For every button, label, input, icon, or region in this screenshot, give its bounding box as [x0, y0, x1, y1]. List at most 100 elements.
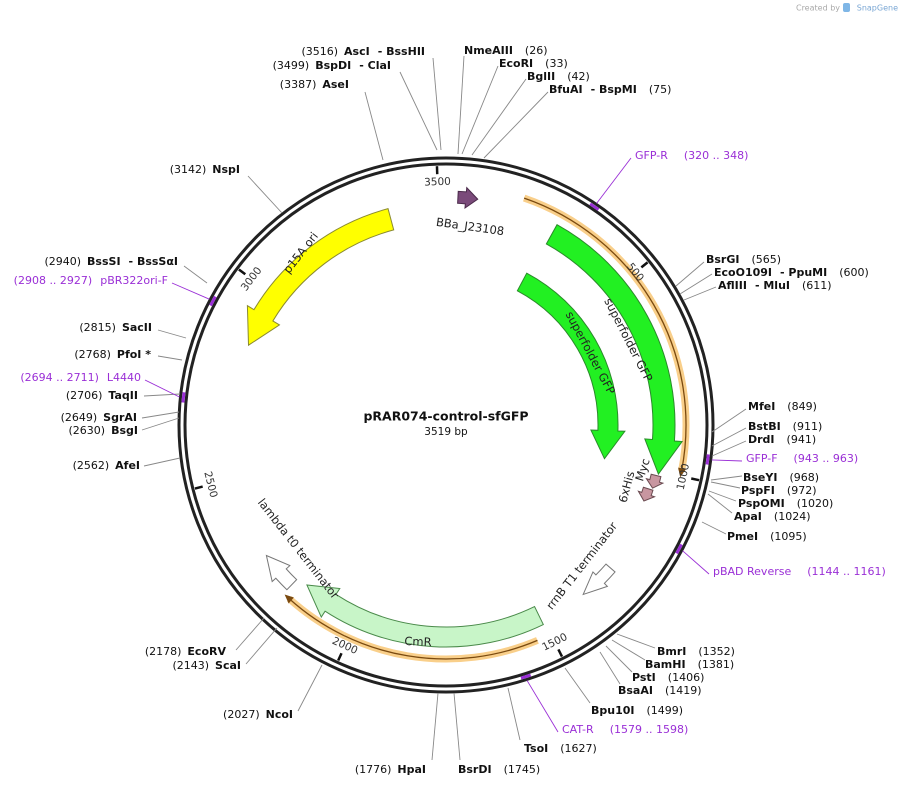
enzyme-leader [708, 490, 737, 502]
primer-site [675, 543, 683, 555]
enzyme-leader [297, 664, 323, 712]
enzyme-label: EcoO109I - PpuMI (600) [714, 266, 869, 279]
enzyme-position: (26) [525, 44, 548, 57]
enzyme-position: (2815) [79, 321, 116, 334]
feature-label: Myc [632, 457, 652, 483]
enzyme-alt-name: - BssHII [378, 45, 425, 58]
enzyme-name: ApaI [734, 510, 762, 523]
enzyme-label: (3142) NspI [170, 163, 240, 176]
primer-name: L4440 [107, 371, 141, 384]
enzyme-label: (3387) AseI [280, 78, 349, 91]
feature-arrow [637, 486, 656, 502]
enzyme-label: PspOMI (1020) [738, 497, 833, 510]
enzyme-name: EcoO109I [714, 266, 772, 279]
enzyme-label: BseYI (968) [743, 471, 819, 484]
enzyme-name: PstI [632, 671, 656, 684]
enzyme-leader [605, 645, 633, 673]
enzyme-position: (911) [793, 420, 823, 433]
enzyme-leader [457, 55, 465, 155]
enzyme-name: TaqII [108, 389, 138, 402]
enzyme-leader [683, 286, 717, 301]
enzyme-name: PfoI * [117, 348, 151, 361]
enzyme-leader [183, 265, 208, 284]
primer-site [589, 202, 600, 211]
enzyme-name: NmeAIII [464, 44, 513, 57]
enzyme-label: BamHI (1381) [645, 658, 734, 671]
enzyme-position: (3499) [273, 59, 310, 72]
enzyme-position: (3142) [170, 163, 207, 176]
primer-range: (320 .. 348) [684, 149, 749, 162]
enzyme-position: (3387) [280, 78, 317, 91]
enzyme-leader [507, 687, 521, 741]
enzyme-name: NspI [212, 163, 240, 176]
enzyme-leader [711, 427, 747, 447]
enzyme-name: AscI [344, 45, 370, 58]
enzyme-name: BssSI [87, 255, 121, 268]
primer-label: pBAD Reverse (1144 .. 1161) [713, 565, 886, 578]
enzyme-position: (565) [751, 253, 781, 266]
ruler-tick [337, 652, 343, 662]
feature-label: 6xHis [616, 470, 638, 505]
enzyme-name: BsrDI [458, 763, 492, 776]
feature-arrow [265, 554, 298, 591]
watermark-logo [843, 3, 850, 12]
feature-arrow [457, 186, 479, 210]
primer-label: CAT-R (1579 .. 1598) [562, 723, 688, 736]
highlight-line [523, 197, 687, 471]
enzyme-label: DrdI (941) [748, 433, 816, 446]
enzyme-position: (1499) [647, 704, 684, 717]
primer-name: GFP-R [635, 149, 668, 162]
enzyme-leader [461, 65, 499, 155]
enzyme-position: (1419) [665, 684, 702, 697]
enzyme-label: (3499) BspDI - ClaI [273, 59, 391, 72]
ruler-tick [194, 485, 203, 490]
primer-leader [144, 379, 180, 398]
primer-label: GFP-F (943 .. 963) [746, 452, 858, 465]
primer-range: (2694 .. 2711) [20, 371, 99, 384]
enzyme-label: EcoRI (33) [499, 57, 568, 70]
feature-label: rrnB T1 terminator [543, 519, 620, 612]
primer-label: GFP-R (320 .. 348) [635, 149, 748, 162]
primer-leader [526, 680, 559, 733]
enzyme-name: SgrAI [103, 411, 137, 424]
primer-name: GFP-F [746, 452, 778, 465]
highlight-arrowhead [678, 467, 686, 478]
enzyme-leader [711, 440, 747, 457]
enzyme-position: (600) [839, 266, 869, 279]
enzyme-position: (75) [649, 83, 672, 96]
enzyme-leader [364, 91, 384, 161]
enzyme-name: TsoI [524, 742, 548, 755]
enzyme-label: BstBI (911) [748, 420, 822, 433]
enzyme-label: MfeI (849) [748, 400, 817, 413]
watermark-prefix: Created by [796, 4, 840, 13]
enzyme-label: PstI (1406) [632, 671, 704, 684]
enzyme-label: ApaI (1024) [734, 510, 810, 523]
enzyme-name: BamHI [645, 658, 686, 671]
enzyme-position: (42) [567, 70, 590, 83]
enzyme-position: (33) [545, 57, 568, 70]
enzyme-name: AflIII [718, 279, 747, 292]
feature-arrow [516, 272, 626, 460]
enzyme-position: (611) [802, 279, 832, 292]
enzyme-leader [431, 692, 439, 761]
enzyme-label: BmrI (1352) [657, 645, 735, 658]
feature-arrow [645, 473, 665, 489]
enzyme-alt-name: - MluI [755, 279, 790, 292]
backbone-inner [183, 162, 709, 688]
enzyme-leader [245, 627, 278, 665]
enzyme-name: AfeI [115, 459, 140, 472]
enzyme-label: (2143) ScaI [172, 659, 241, 672]
enzyme-leader [711, 408, 747, 433]
enzyme-position: (2768) [74, 348, 111, 361]
enzyme-name: NcoI [266, 708, 293, 721]
primer-label: (2694 .. 2711) L4440 [20, 371, 141, 384]
enzyme-leader [679, 273, 713, 295]
enzyme-leader [616, 633, 656, 649]
enzyme-label: AflIII - MluI (611) [718, 279, 832, 292]
primer-leader [596, 157, 632, 204]
enzyme-label: (2649) SgrAI [61, 411, 137, 424]
enzyme-label: BglII (42) [527, 70, 590, 83]
enzyme-position: (1352) [698, 645, 735, 658]
highlight-arrowhead [284, 594, 294, 604]
